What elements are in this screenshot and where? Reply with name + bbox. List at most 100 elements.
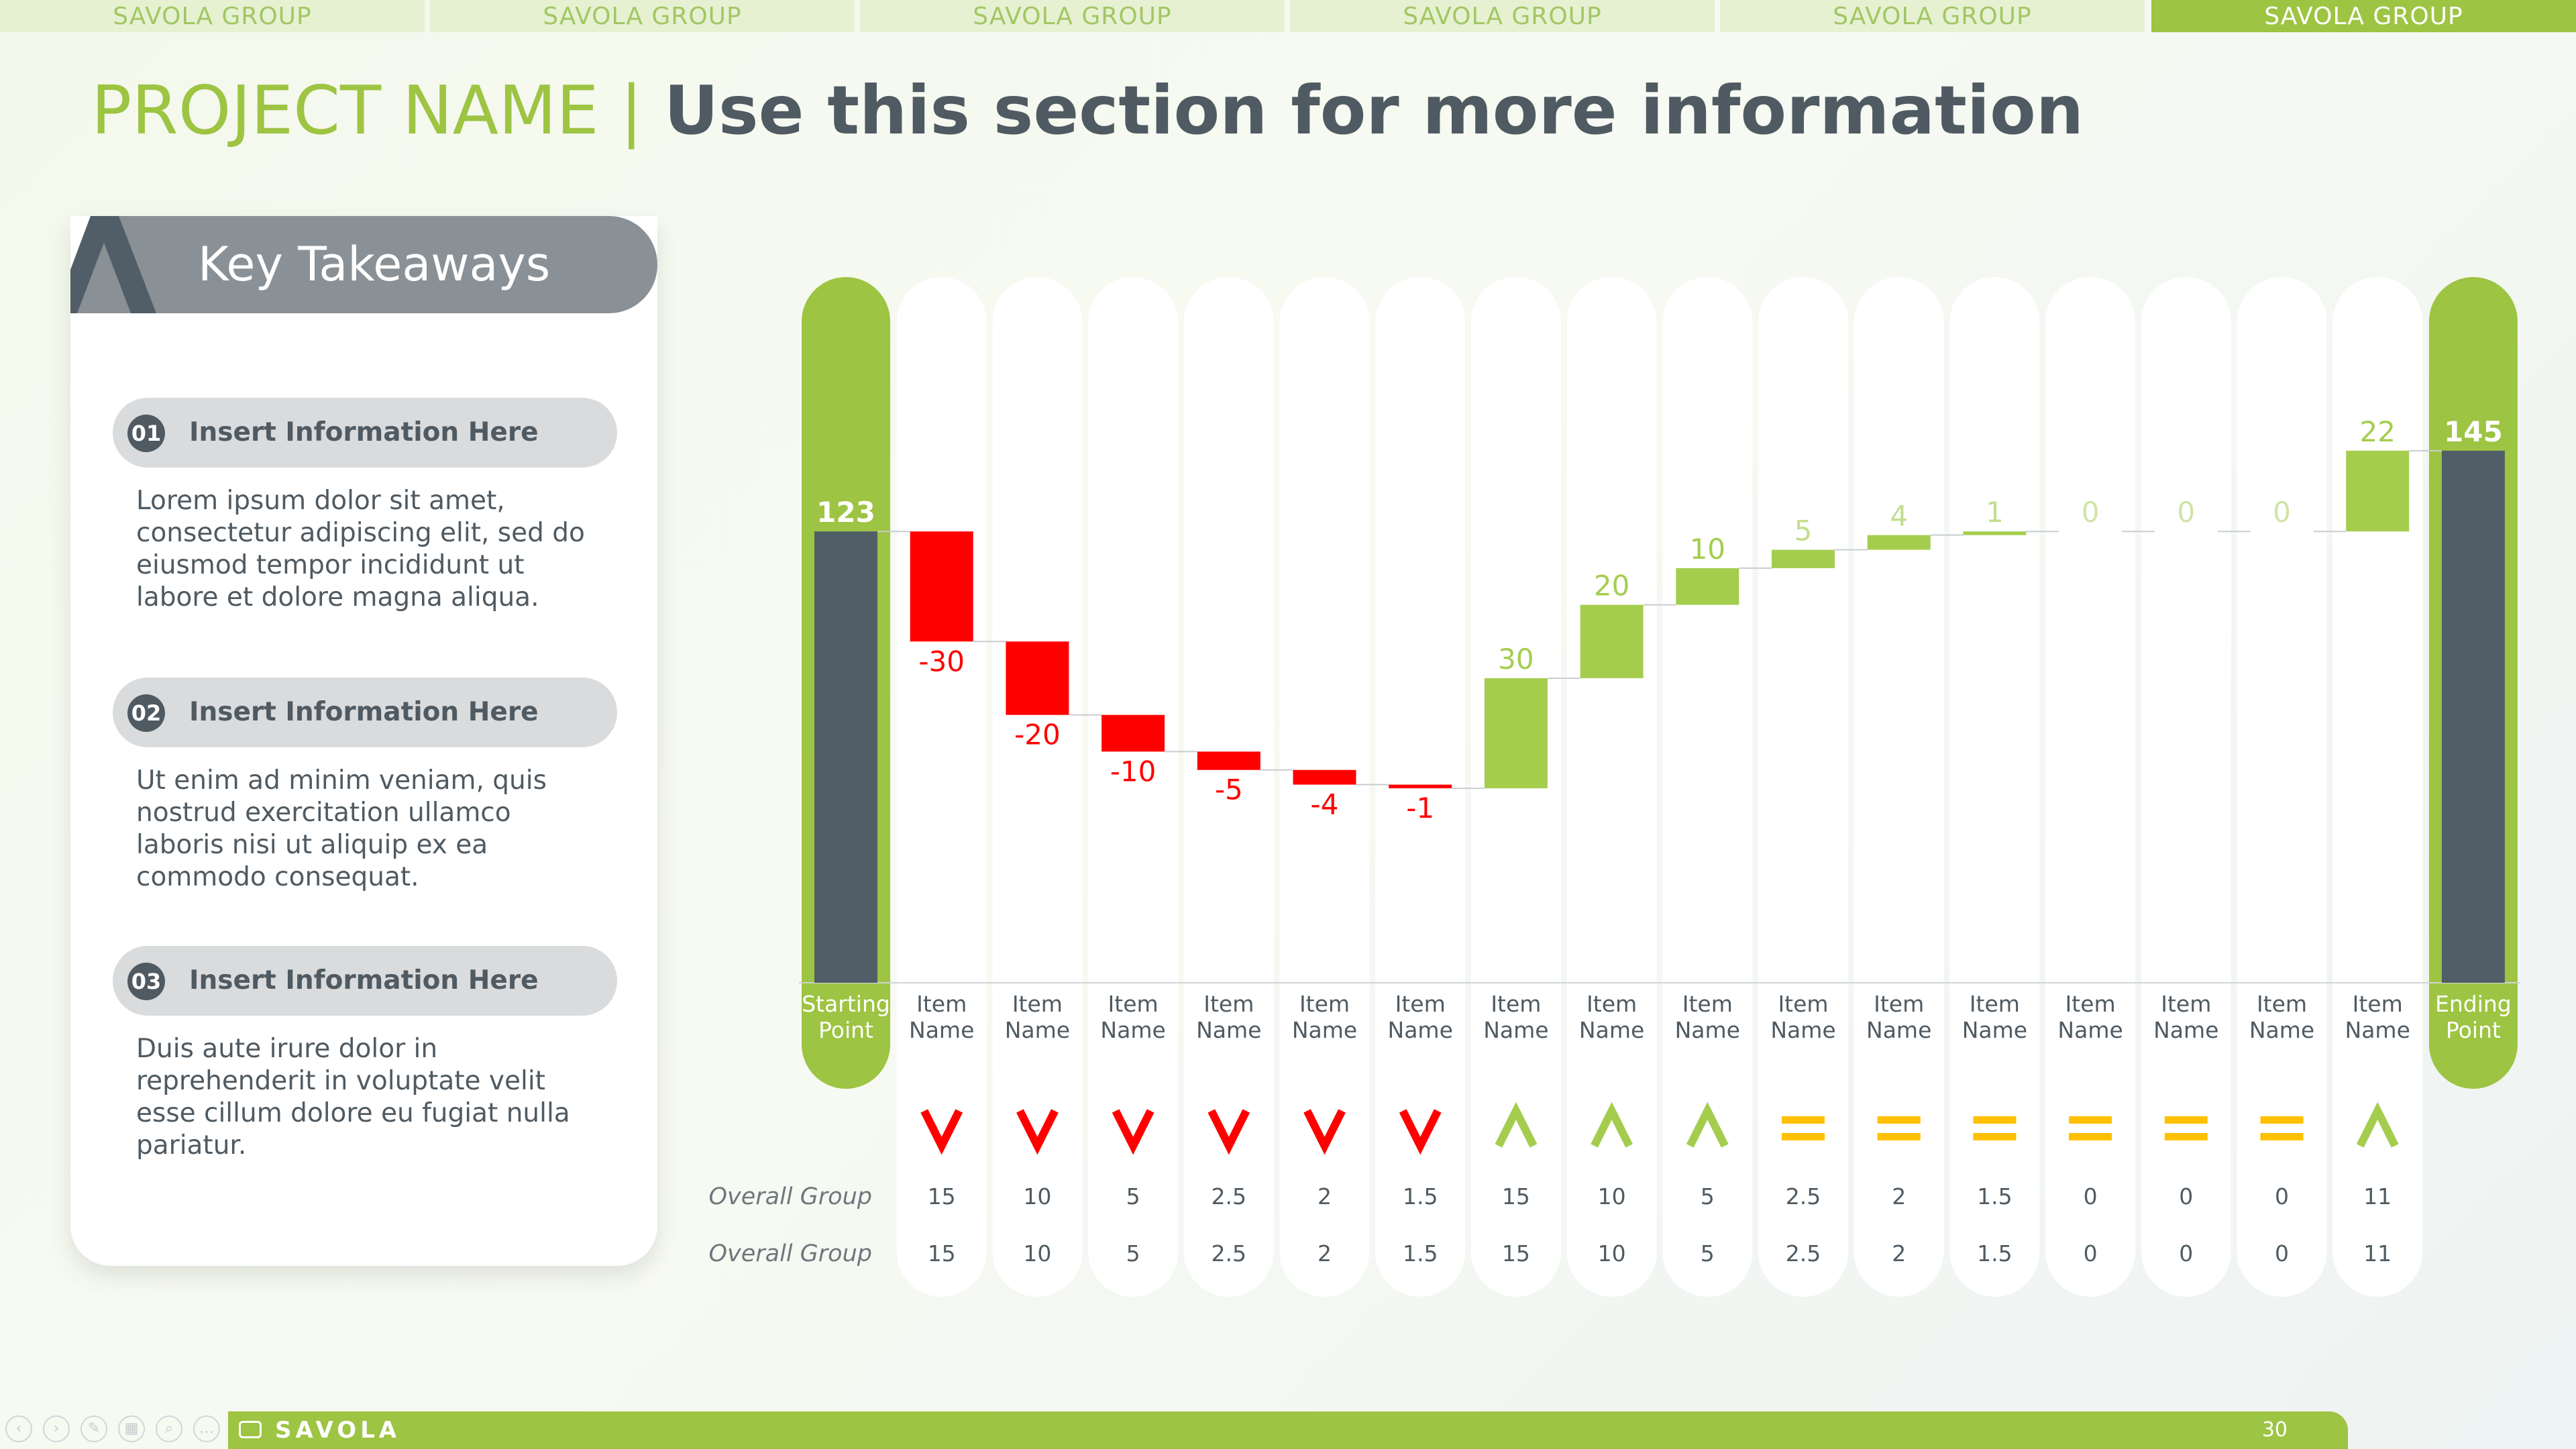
equal-icon-bottom <box>2069 1133 2112 1140</box>
delta-value-label: -5 <box>1215 773 1243 806</box>
row-value: 2 <box>1892 1240 1906 1267</box>
delta-value-label: -30 <box>918 645 965 678</box>
nav-tab-3[interactable]: SAVOLA GROUP <box>860 0 1285 32</box>
category-label: Item Name <box>1579 991 1644 1043</box>
column-bg <box>2045 277 2136 1297</box>
up-arrow-icon <box>1591 1102 1633 1148</box>
equal-icon-top <box>2260 1116 2304 1124</box>
start-bar <box>814 531 877 983</box>
equal-icon-top <box>1877 1116 1921 1124</box>
down-arrow-icon <box>1016 1109 1059 1155</box>
delta-value-label: 0 <box>2082 496 2100 529</box>
key-takeaways-title: Key Takeaways <box>198 237 551 292</box>
nav-tab-5[interactable]: SAVOLA GROUP <box>1720 0 2145 32</box>
end-value-label: 145 <box>2444 415 2503 448</box>
category-label: Item Name <box>1675 991 1740 1043</box>
delta-value-label: 0 <box>2177 496 2195 529</box>
equal-icon-top <box>1973 1116 2017 1124</box>
column-bg <box>1854 277 1944 1297</box>
delta-bar <box>1102 714 1165 752</box>
column-bg <box>1088 277 1179 1297</box>
category-label: Item Name <box>1196 991 1261 1043</box>
column-bg <box>1566 277 1657 1297</box>
category-label: Item Name <box>2057 991 2123 1043</box>
more-options-icon[interactable]: … <box>193 1415 220 1442</box>
category-label: Item Name <box>1770 991 1835 1043</box>
category-label: Item Name <box>1866 991 1931 1043</box>
row-value: 1.5 <box>1977 1240 2012 1267</box>
nav-tab-1[interactable]: SAVOLA GROUP <box>0 0 425 32</box>
row-value: 5 <box>1126 1183 1140 1210</box>
delta-value-label: -1 <box>1406 792 1434 824</box>
takeaway-title-1: Insert Information Here <box>189 417 539 447</box>
delta-bar <box>1006 641 1069 715</box>
delta-value-label: -20 <box>1014 718 1061 751</box>
row-value: 1.5 <box>1403 1240 1438 1267</box>
zoom-icon[interactable]: ⌕ <box>156 1415 182 1442</box>
row-value: 2 <box>1318 1240 1332 1267</box>
category-label: Item Name <box>909 991 974 1043</box>
title-project-name: PROJECT NAME <box>91 71 599 150</box>
nav-tab-2[interactable]: SAVOLA GROUP <box>430 0 855 32</box>
delta-value-label: 10 <box>1690 533 1725 566</box>
row-value: 5 <box>1701 1240 1715 1267</box>
camera-icon <box>239 1421 262 1438</box>
slides-grid-icon[interactable]: ▦ <box>118 1415 145 1442</box>
delta-value-label: 20 <box>1594 570 1629 602</box>
delta-value-label: 22 <box>2359 415 2395 448</box>
delta-bar <box>1580 604 1644 678</box>
title-description: Use this section for more information <box>663 71 2084 150</box>
down-arrow-icon <box>1303 1109 1346 1155</box>
previous-slide-icon[interactable]: ‹ <box>5 1415 32 1442</box>
next-slide-icon[interactable]: › <box>43 1415 70 1442</box>
row-value: 10 <box>1023 1240 1051 1267</box>
page-number: 30 <box>2261 1418 2288 1442</box>
down-arrow-icon <box>1112 1109 1155 1155</box>
end-category-label: Ending Point <box>2435 991 2512 1043</box>
category-label: Item Name <box>1483 991 1548 1043</box>
row-value: 2.5 <box>1212 1183 1246 1210</box>
nav-tab-6-active[interactable]: SAVOLA GROUP <box>2151 0 2576 32</box>
nav-tab-4[interactable]: SAVOLA GROUP <box>1290 0 1715 32</box>
delta-value-label: 1 <box>1986 496 2004 529</box>
row-value: 10 <box>1598 1240 1626 1267</box>
category-label: Item Name <box>2345 991 2410 1043</box>
row-value: 15 <box>1502 1240 1530 1267</box>
category-label: Item Name <box>1005 991 1070 1043</box>
start-value-label: 123 <box>816 496 875 529</box>
row-value: 5 <box>1126 1240 1140 1267</box>
delta-bar <box>1389 784 1452 789</box>
category-label: Item Name <box>2249 991 2314 1043</box>
delta-value-label: 0 <box>2273 496 2291 529</box>
footer-logo: SAVOLA <box>275 1417 401 1444</box>
row-value: 0 <box>2084 1183 2098 1210</box>
delta-bar <box>1963 531 2027 535</box>
delta-value-label: -10 <box>1110 755 1157 788</box>
row-value: 5 <box>1701 1183 1715 1210</box>
footer-bar: SAVOLA 30 <box>228 1411 2348 1449</box>
equal-icon-bottom <box>1973 1133 2017 1140</box>
delta-value-label: 5 <box>1794 515 1813 547</box>
key-takeaways-header: Key Takeaways <box>70 216 657 313</box>
row-value: 0 <box>2275 1240 2289 1267</box>
category-label: Item Name <box>1292 991 1357 1043</box>
takeaway-number-1: 01 <box>127 415 165 452</box>
takeaway-title-3: Insert Information Here <box>189 965 539 996</box>
row-value: 11 <box>2363 1240 2392 1267</box>
delta-bar <box>1197 751 1260 770</box>
delta-bar <box>910 531 973 642</box>
column-bg <box>1279 277 1370 1297</box>
start-category-label: Starting Point <box>802 991 890 1043</box>
delta-value-label: -4 <box>1311 788 1339 821</box>
delta-bar <box>2346 450 2410 532</box>
takeaway-number-3: 03 <box>127 963 165 1000</box>
column-bg <box>2332 277 2423 1297</box>
row-value: 0 <box>2084 1240 2098 1267</box>
category-label: Item Name <box>1100 991 1165 1043</box>
equal-icon-top <box>2164 1116 2208 1124</box>
column-bg <box>2141 277 2231 1297</box>
pen-icon[interactable]: ✎ <box>80 1415 107 1442</box>
takeaway-body-1: Lorem ipsum dolor sit amet, consectetur … <box>136 486 585 612</box>
equal-icon-bottom <box>1782 1133 1825 1140</box>
